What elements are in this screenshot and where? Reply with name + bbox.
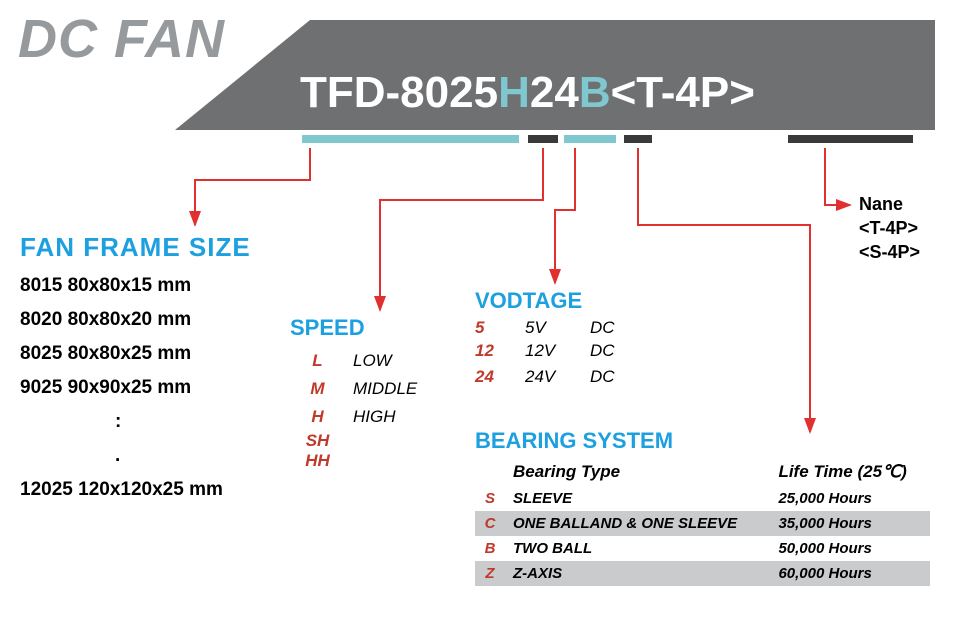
speed-row: MMIDDLE (290, 375, 425, 403)
frame-dim: 120x120x25 mm (78, 479, 223, 500)
frame-rows: 8015 80x80x15 mm 8020 80x80x20 mm 8025 8… (20, 269, 251, 507)
frame-code: 12025 (20, 479, 73, 500)
frame-dim: 90x90x25 mm (68, 377, 192, 398)
speed-table: LLOW MMIDDLE HHIGH SH HH (290, 347, 425, 471)
bearing-row: S SLEEVE 25,000 Hours (475, 486, 930, 511)
connector-header: Nane (859, 192, 920, 216)
speed-row: HHIGH (290, 403, 425, 431)
voltage-volts: 12V (525, 338, 590, 364)
frame-row: 9025 90x90x25 mm (20, 371, 251, 405)
speed-section: SPEED LLOW MMIDDLE HHIGH SH HH (290, 315, 425, 471)
frame-row: 8020 80x80x20 mm (20, 303, 251, 337)
speed-header: SPEED (290, 315, 425, 341)
voltage-code: 5 (475, 318, 525, 338)
voltage-row: 55VDC (475, 318, 615, 338)
bearing-type: ONE BALLAND & ONE SLEEVE (505, 511, 770, 536)
voltage-section: VODTAGE 55VDC 1212VDC 2424VDC (475, 288, 615, 390)
speed-label (345, 451, 425, 471)
bearing-code: C (475, 511, 505, 536)
bearing-row: Z Z-AXIS 60,000 Hours (475, 561, 930, 586)
frame-code: 8015 (20, 275, 62, 296)
frame-row: 8025 80x80x25 mm (20, 337, 251, 371)
bearing-life: 25,000 Hours (770, 486, 930, 511)
bearing-code: S (475, 486, 505, 511)
speed-code: L (290, 347, 345, 375)
frame-dots: : (20, 405, 251, 439)
frame-code: 8020 (20, 309, 62, 330)
speed-label: MIDDLE (345, 375, 425, 403)
voltage-row: 2424VDC (475, 364, 615, 390)
voltage-volts: 24V (525, 364, 590, 390)
speed-label: LOW (345, 347, 425, 375)
speed-code: M (290, 375, 345, 403)
bearing-code: Z (475, 561, 505, 586)
bearing-life: 60,000 Hours (770, 561, 930, 586)
frame-header: FAN FRAME SIZE (20, 232, 251, 263)
frame-dim: 80x80x20 mm (68, 309, 192, 330)
frame-row: 12025 120x120x25 mm (20, 473, 251, 507)
voltage-type: DC (590, 338, 615, 364)
frame-code: 8025 (20, 343, 62, 364)
bearing-type: TWO BALL (505, 536, 770, 561)
bearing-header-row: Bearing Type Life Time (25℃) (475, 458, 930, 486)
speed-row: HH (290, 451, 425, 471)
bearing-code: B (475, 536, 505, 561)
connector-opt2: <S-4P> (859, 240, 920, 264)
frame-row: 8015 80x80x15 mm (20, 269, 251, 303)
frame-dim: 80x80x25 mm (68, 343, 192, 364)
speed-row: SH (290, 431, 425, 451)
speed-label: HIGH (345, 403, 425, 431)
voltage-table: 55VDC 1212VDC 2424VDC (475, 318, 615, 390)
voltage-code: 24 (475, 364, 525, 390)
voltage-row: 1212VDC (475, 338, 615, 364)
voltage-type: DC (590, 318, 615, 338)
bearing-section: BEARING SYSTEM Bearing Type Life Time (2… (475, 428, 930, 586)
frame-dim: 80x80x15 mm (68, 275, 192, 296)
bearing-row: B TWO BALL 50,000 Hours (475, 536, 930, 561)
speed-row: LLOW (290, 347, 425, 375)
bearing-life: 50,000 Hours (770, 536, 930, 561)
frame-code: 9025 (20, 377, 62, 398)
frame-dots: . (20, 439, 251, 473)
voltage-code: 12 (475, 338, 525, 364)
speed-label (345, 431, 425, 451)
bearing-type: Z-AXIS (505, 561, 770, 586)
bearing-header: BEARING SYSTEM (475, 428, 930, 454)
bearing-table: Bearing Type Life Time (25℃) S SLEEVE 25… (475, 458, 930, 586)
voltage-type: DC (590, 364, 615, 390)
bearing-col1: Bearing Type (505, 458, 770, 486)
connector-opt1: <T-4P> (859, 216, 920, 240)
bearing-type: SLEEVE (505, 486, 770, 511)
frame-section: FAN FRAME SIZE 8015 80x80x15 mm 8020 80x… (20, 232, 251, 507)
connector-block: Nane <T-4P> <S-4P> (859, 192, 920, 264)
bearing-col2: Life Time (25℃) (770, 458, 930, 486)
speed-code: SH (290, 431, 345, 451)
speed-code: HH (290, 451, 345, 471)
voltage-header: VODTAGE (475, 288, 615, 314)
speed-code: H (290, 403, 345, 431)
bearing-life: 35,000 Hours (770, 511, 930, 536)
bearing-row: C ONE BALLAND & ONE SLEEVE 35,000 Hours (475, 511, 930, 536)
voltage-volts: 5V (525, 318, 590, 338)
